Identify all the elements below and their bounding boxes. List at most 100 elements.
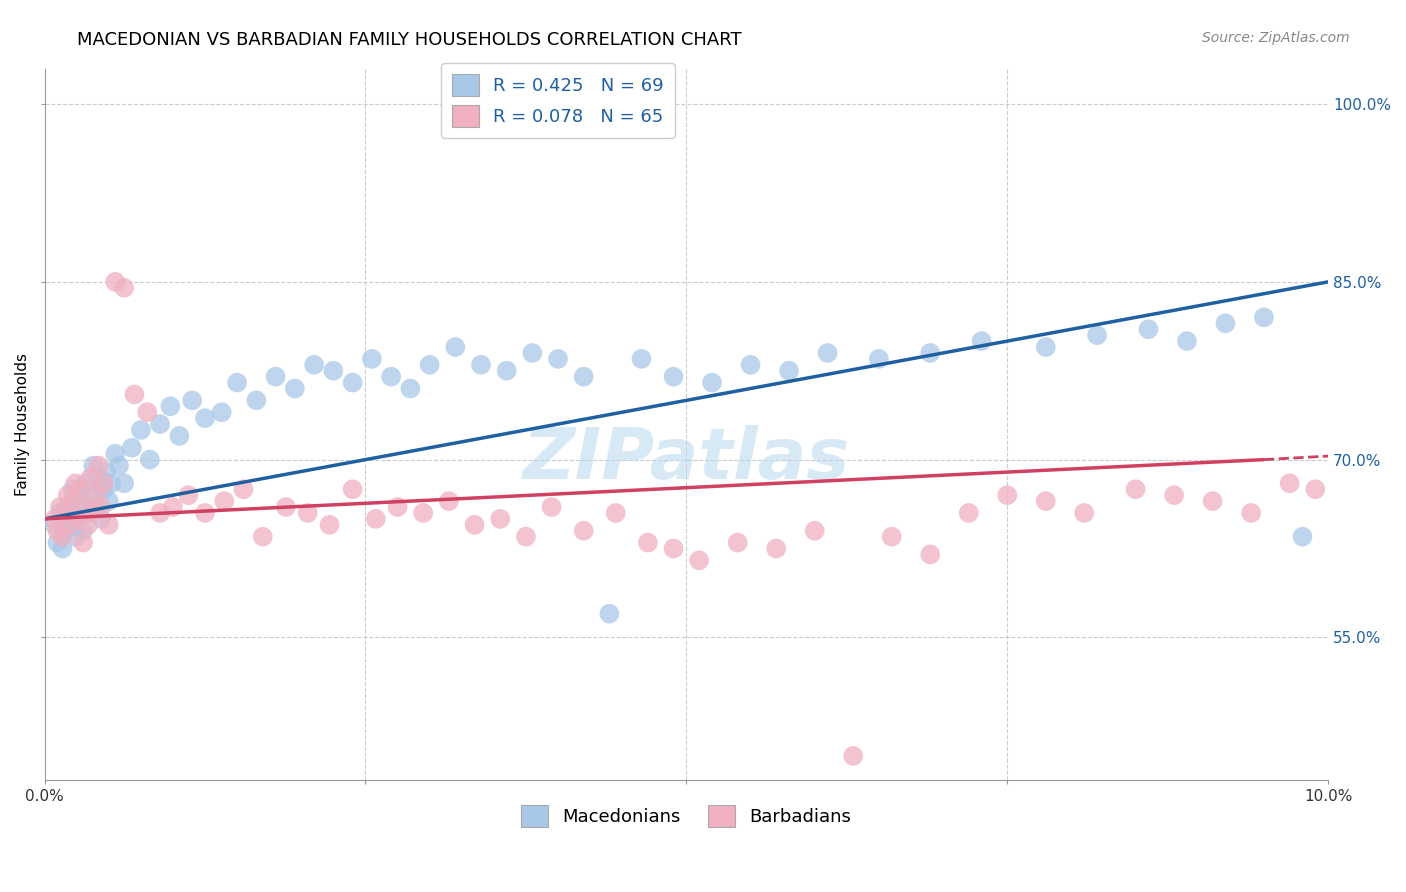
- Point: [96, 465, 118, 479]
- Point: [53, 524, 76, 538]
- Point: [121, 441, 143, 455]
- Point: [97, 494, 120, 508]
- Point: [59, 517, 82, 532]
- Point: [817, 346, 839, 360]
- Point: [662, 369, 685, 384]
- Point: [1201, 494, 1223, 508]
- Point: [129, 423, 152, 437]
- Point: [1073, 506, 1095, 520]
- Point: [1137, 322, 1160, 336]
- Point: [803, 524, 825, 538]
- Point: [572, 524, 595, 538]
- Point: [66, 512, 89, 526]
- Point: [444, 340, 467, 354]
- Point: [77, 517, 100, 532]
- Point: [97, 517, 120, 532]
- Point: [302, 358, 325, 372]
- Point: [66, 512, 89, 526]
- Point: [82, 506, 104, 520]
- Point: [957, 506, 980, 520]
- Point: [169, 429, 191, 443]
- Point: [970, 334, 993, 348]
- Point: [880, 530, 903, 544]
- Point: [920, 346, 942, 360]
- Point: [149, 506, 172, 520]
- Point: [53, 506, 76, 520]
- Point: [515, 530, 537, 544]
- Point: [90, 512, 112, 526]
- Point: [51, 530, 73, 544]
- Point: [44, 517, 66, 532]
- Point: [727, 535, 749, 549]
- Point: [264, 369, 287, 384]
- Point: [637, 535, 659, 549]
- Point: [522, 346, 544, 360]
- Point: [112, 476, 135, 491]
- Point: [630, 351, 652, 366]
- Point: [1253, 310, 1275, 325]
- Point: [740, 358, 762, 372]
- Point: [194, 506, 217, 520]
- Point: [104, 447, 127, 461]
- Point: [1125, 482, 1147, 496]
- Point: [842, 748, 865, 763]
- Point: [87, 470, 110, 484]
- Point: [139, 452, 162, 467]
- Point: [245, 393, 267, 408]
- Point: [489, 512, 512, 526]
- Point: [77, 506, 100, 520]
- Point: [72, 524, 94, 538]
- Point: [605, 506, 627, 520]
- Y-axis label: Family Households: Family Households: [15, 352, 30, 496]
- Point: [995, 488, 1018, 502]
- Point: [540, 500, 562, 514]
- Point: [46, 535, 69, 549]
- Point: [56, 488, 79, 502]
- Point: [1035, 340, 1057, 354]
- Point: [59, 512, 82, 526]
- Point: [700, 376, 723, 390]
- Point: [252, 530, 274, 544]
- Point: [470, 358, 492, 372]
- Point: [49, 500, 72, 514]
- Point: [112, 281, 135, 295]
- Point: [1163, 488, 1185, 502]
- Point: [412, 506, 434, 520]
- Point: [65, 530, 87, 544]
- Point: [149, 417, 172, 431]
- Point: [108, 458, 131, 473]
- Point: [920, 548, 942, 562]
- Point: [84, 500, 107, 514]
- Point: [181, 393, 204, 408]
- Point: [226, 376, 249, 390]
- Text: Source: ZipAtlas.com: Source: ZipAtlas.com: [1202, 31, 1350, 45]
- Point: [93, 482, 115, 496]
- Point: [322, 364, 344, 378]
- Point: [318, 517, 340, 532]
- Point: [49, 506, 72, 520]
- Point: [868, 351, 890, 366]
- Point: [90, 500, 112, 514]
- Point: [162, 500, 184, 514]
- Point: [211, 405, 233, 419]
- Point: [778, 364, 800, 378]
- Point: [342, 482, 364, 496]
- Point: [100, 476, 122, 491]
- Point: [82, 458, 104, 473]
- Point: [56, 500, 79, 514]
- Point: [361, 351, 384, 366]
- Point: [62, 494, 84, 508]
- Point: [46, 524, 69, 538]
- Point: [284, 382, 307, 396]
- Point: [75, 500, 97, 514]
- Point: [1035, 494, 1057, 508]
- Point: [44, 512, 66, 526]
- Legend: Macedonians, Barbadians: Macedonians, Barbadians: [515, 798, 859, 835]
- Point: [1278, 476, 1301, 491]
- Point: [194, 411, 217, 425]
- Point: [1291, 530, 1313, 544]
- Point: [51, 541, 73, 556]
- Point: [1085, 328, 1108, 343]
- Point: [380, 369, 402, 384]
- Point: [177, 488, 200, 502]
